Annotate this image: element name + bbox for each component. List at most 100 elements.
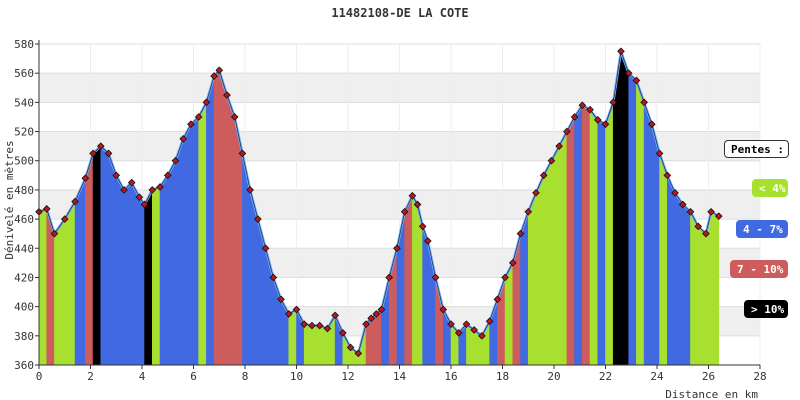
y-tick-label: 420: [14, 271, 34, 284]
data-point: [508, 259, 517, 267]
data-point: [393, 244, 401, 253]
data-point: [50, 229, 59, 238]
data-point: [187, 120, 195, 129]
data-point: [223, 91, 231, 99]
data-point: [372, 310, 381, 318]
legend-item-7to10: 7 - 10%: [730, 260, 788, 278]
x-tick-label: 12: [341, 370, 354, 383]
legend-label-7to10: 7 - 10%: [737, 263, 784, 276]
slope-segment: [376, 308, 382, 366]
data-point: [485, 317, 494, 326]
data-point: [179, 135, 188, 143]
data-point: [377, 305, 386, 314]
slope-segment: [636, 80, 645, 366]
slope-segment: [674, 191, 684, 366]
slope-segment: [690, 211, 699, 366]
x-tick-label: 26: [702, 370, 715, 383]
legend-item-4to7: 4 - 7%: [736, 220, 788, 238]
x-tick-label: 8: [242, 370, 249, 383]
slope-segment: [589, 108, 599, 366]
x-tick-label: 10: [290, 370, 303, 383]
data-point: [346, 343, 355, 352]
slope-segment: [605, 102, 614, 366]
x-tick-label: 18: [496, 370, 509, 383]
slope-segment: [574, 104, 583, 366]
slope-segment: [226, 94, 235, 366]
y-tick-label: 520: [14, 126, 34, 139]
y-tick-label: 480: [14, 184, 34, 197]
slope-segment: [697, 225, 707, 366]
data-point: [277, 295, 285, 304]
data-point: [640, 98, 648, 107]
data-point: [96, 142, 105, 150]
data-point: [413, 200, 422, 209]
slope-segment: [543, 160, 552, 366]
slope-segment: [144, 189, 153, 366]
data-point: [617, 47, 625, 56]
x-tick-label: 0: [36, 370, 43, 383]
data-point: [163, 171, 172, 180]
data-point: [702, 229, 710, 238]
data-point: [454, 329, 463, 337]
slope-segment: [628, 72, 637, 366]
data-point: [238, 149, 247, 158]
slope-segment: [303, 323, 313, 366]
data-point: [215, 66, 224, 75]
data-point: [418, 222, 427, 231]
data-point: [547, 156, 556, 165]
data-point: [470, 326, 478, 334]
data-point: [254, 215, 262, 223]
data-point: [269, 273, 278, 282]
data-point: [714, 212, 723, 220]
data-point: [593, 116, 602, 124]
slope-segment: [412, 194, 418, 366]
data-point: [439, 305, 448, 314]
slope-segment: [213, 69, 220, 366]
data-point: [671, 189, 679, 197]
data-point: [694, 222, 703, 231]
data-point: [89, 149, 97, 158]
legend-label-4to7: 4 - 7%: [743, 223, 783, 236]
data-point: [210, 72, 218, 80]
data-point: [148, 186, 157, 194]
slope-segment: [682, 203, 691, 366]
data-point: [81, 174, 90, 183]
slope-segment: [319, 325, 328, 366]
x-tick-label: 16: [444, 370, 457, 383]
legend-label-gt10: > 10%: [751, 303, 785, 316]
slope-segment: [159, 174, 169, 366]
data-point: [135, 193, 144, 202]
slope-segment: [54, 218, 66, 366]
data-point: [501, 273, 509, 282]
data-point: [246, 186, 254, 194]
slope-segment: [92, 145, 102, 366]
data-point: [655, 149, 664, 158]
slope-segment: [527, 192, 537, 366]
data-point: [609, 98, 618, 107]
data-point: [202, 98, 211, 107]
slope-segment: [85, 153, 94, 366]
x-tick-label: 6: [190, 370, 197, 383]
slope-segment: [620, 51, 629, 366]
slope-segment: [218, 70, 228, 366]
x-tick-label: 24: [650, 370, 664, 383]
slope-segment: [198, 102, 207, 366]
legend-item-gt10: > 10%: [744, 300, 788, 318]
data-point: [42, 205, 51, 213]
data-point: [362, 320, 370, 328]
data-point: [60, 215, 69, 223]
y-tick-label: 580: [14, 38, 34, 51]
legend-title: Pentes :: [724, 140, 789, 158]
y-tick-label: 360: [14, 359, 34, 372]
slope-segment: [288, 309, 297, 366]
data-point: [284, 310, 293, 318]
data-point: [300, 320, 309, 328]
data-point: [354, 349, 363, 358]
slope-segment: [38, 208, 48, 366]
data-point: [104, 149, 113, 158]
y-tick-label: 540: [14, 96, 34, 109]
data-point: [539, 171, 548, 180]
slope-segment: [651, 124, 660, 366]
data-point: [424, 237, 432, 245]
